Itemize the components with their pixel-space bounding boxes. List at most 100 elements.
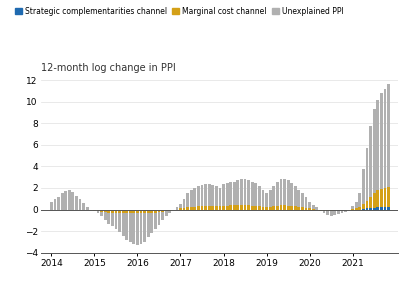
Bar	[143, 210, 146, 213]
Bar	[204, 206, 207, 210]
Bar	[147, 210, 149, 238]
Bar	[75, 195, 78, 210]
Bar	[128, 210, 131, 242]
Bar	[136, 210, 139, 213]
Bar	[132, 210, 135, 244]
Bar	[282, 205, 285, 210]
Bar	[107, 210, 110, 224]
Bar	[297, 190, 300, 210]
Bar	[218, 188, 221, 210]
Bar	[293, 206, 296, 210]
Bar	[93, 210, 96, 211]
Bar	[222, 206, 224, 210]
Bar	[354, 208, 357, 210]
Text: 12-month log change in PPI: 12-month log change in PPI	[40, 63, 175, 73]
Bar	[190, 190, 192, 210]
Bar	[375, 207, 378, 210]
Bar	[325, 210, 328, 215]
Bar	[164, 210, 167, 211]
Bar	[61, 193, 63, 210]
Bar	[365, 148, 367, 210]
Bar	[315, 207, 318, 210]
Bar	[258, 186, 260, 210]
Bar	[268, 207, 271, 210]
Bar	[279, 205, 281, 210]
Bar	[239, 205, 242, 210]
Bar	[236, 205, 239, 210]
Bar	[386, 207, 389, 210]
Bar	[301, 207, 303, 210]
Bar	[301, 193, 303, 210]
Bar	[232, 205, 235, 210]
Bar	[100, 210, 103, 216]
Bar	[207, 206, 210, 210]
Bar	[372, 208, 375, 210]
Bar	[96, 210, 99, 213]
Bar	[239, 179, 242, 210]
Bar	[275, 182, 278, 210]
Bar	[368, 197, 371, 210]
Bar	[264, 193, 267, 210]
Bar	[79, 199, 81, 210]
Bar	[386, 84, 389, 210]
Bar	[290, 183, 292, 210]
Bar	[104, 210, 106, 212]
Bar	[333, 210, 335, 215]
Bar	[297, 207, 300, 210]
Bar	[243, 179, 246, 210]
Bar	[325, 210, 328, 211]
Bar	[186, 207, 189, 210]
Bar	[383, 188, 386, 210]
Bar	[225, 206, 228, 210]
Bar	[365, 208, 367, 210]
Bar	[196, 206, 199, 210]
Bar	[340, 210, 343, 213]
Bar	[64, 191, 67, 210]
Bar	[307, 202, 310, 210]
Bar	[250, 206, 253, 210]
Bar	[293, 186, 296, 210]
Bar	[286, 181, 289, 210]
Bar	[122, 210, 124, 213]
Legend: Strategic complementarities channel, Marginal cost channel, Unexplained PPI: Strategic complementarities channel, Mar…	[12, 4, 346, 19]
Bar	[96, 210, 99, 211]
Bar	[318, 210, 321, 211]
Bar	[311, 209, 314, 210]
Bar	[229, 205, 232, 210]
Bar	[186, 193, 189, 210]
Bar	[118, 210, 121, 232]
Bar	[318, 210, 321, 211]
Bar	[50, 202, 53, 210]
Bar	[322, 210, 324, 213]
Bar	[350, 206, 353, 210]
Bar	[354, 202, 357, 210]
Bar	[125, 210, 128, 240]
Bar	[365, 201, 367, 210]
Bar	[343, 210, 346, 212]
Bar	[153, 210, 156, 229]
Bar	[214, 186, 217, 210]
Bar	[225, 183, 228, 210]
Bar	[358, 193, 360, 210]
Bar	[125, 210, 128, 213]
Bar	[168, 210, 171, 211]
Bar	[179, 208, 181, 210]
Bar	[372, 109, 375, 210]
Bar	[329, 210, 332, 216]
Bar	[104, 210, 106, 220]
Bar	[147, 210, 149, 213]
Bar	[157, 210, 160, 224]
Bar	[164, 210, 167, 216]
Bar	[193, 188, 196, 210]
Bar	[282, 179, 285, 210]
Bar	[179, 204, 181, 210]
Bar	[111, 210, 113, 213]
Bar	[254, 206, 257, 210]
Bar	[379, 189, 382, 210]
Bar	[157, 210, 160, 212]
Bar	[150, 210, 153, 233]
Bar	[182, 199, 185, 210]
Bar	[122, 210, 124, 236]
Bar	[68, 190, 70, 210]
Bar	[200, 185, 203, 210]
